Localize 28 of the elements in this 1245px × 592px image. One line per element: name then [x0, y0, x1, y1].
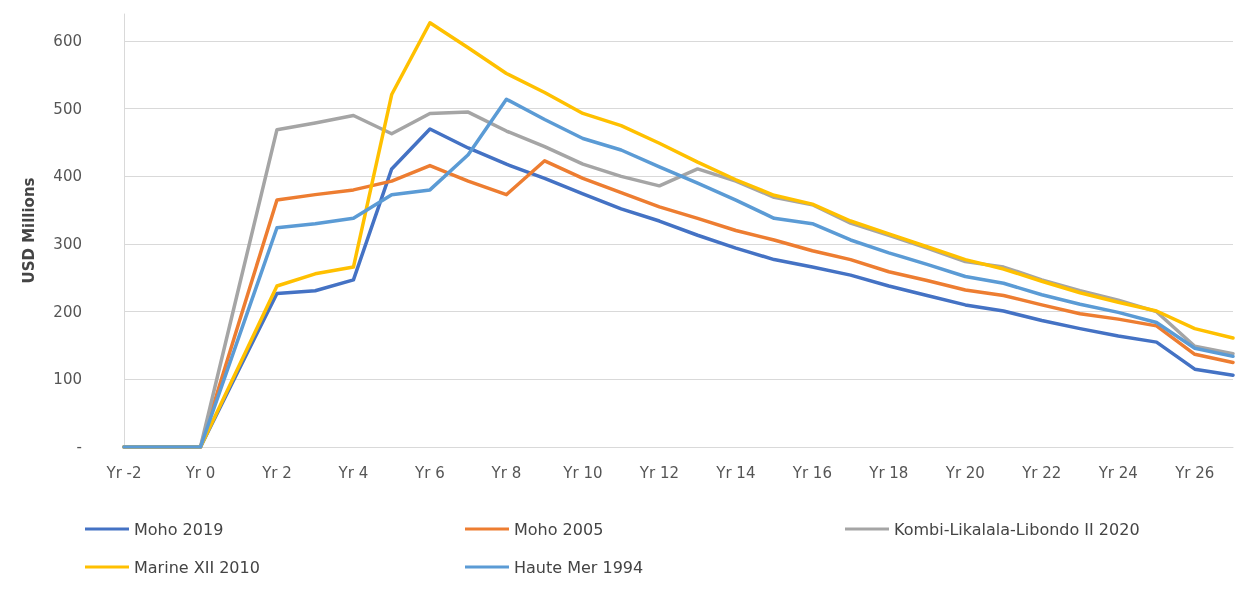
x-tick-label: Yr 10 — [562, 463, 603, 482]
y-tick-label: 500 — [53, 99, 82, 118]
x-tick-label: Yr 8 — [490, 463, 522, 482]
x-tick-label: Yr 18 — [868, 463, 909, 482]
x-tick-label: Yr 26 — [1174, 463, 1215, 482]
y-tick-label: 400 — [53, 167, 82, 186]
y-tick-label: 300 — [53, 235, 82, 254]
x-tick-label: Yr 6 — [414, 463, 445, 482]
x-tick-label: Yr 12 — [638, 463, 679, 482]
legend-label: Moho 2005 — [514, 519, 604, 539]
y-axis-title: USD Millions — [19, 177, 38, 284]
x-tick-label: Yr 2 — [261, 463, 292, 482]
legend-label: Moho 2019 — [134, 519, 224, 539]
legend-label: Kombi-Likalala-Libondo II 2020 — [894, 519, 1140, 539]
x-tick-label: Yr 0 — [184, 463, 216, 482]
legend-label: Haute Mer 1994 — [514, 557, 644, 577]
x-tick-label: Yr 24 — [1097, 463, 1138, 482]
y-tick-label: 200 — [53, 302, 82, 321]
x-tick-label: Yr 16 — [791, 463, 832, 482]
y-tick-label: 100 — [53, 370, 82, 389]
legend-label: Marine XII 2010 — [134, 557, 260, 577]
x-tick-label: Yr 14 — [715, 463, 756, 482]
x-tick-label: Yr 20 — [944, 463, 985, 482]
x-tick-label: Yr 4 — [337, 463, 369, 482]
x-tick-label: Yr -2 — [105, 463, 142, 482]
y-tick-label: - — [76, 438, 82, 456]
y-tick-label: 600 — [53, 32, 82, 51]
x-tick-label: Yr 22 — [1021, 463, 1062, 482]
